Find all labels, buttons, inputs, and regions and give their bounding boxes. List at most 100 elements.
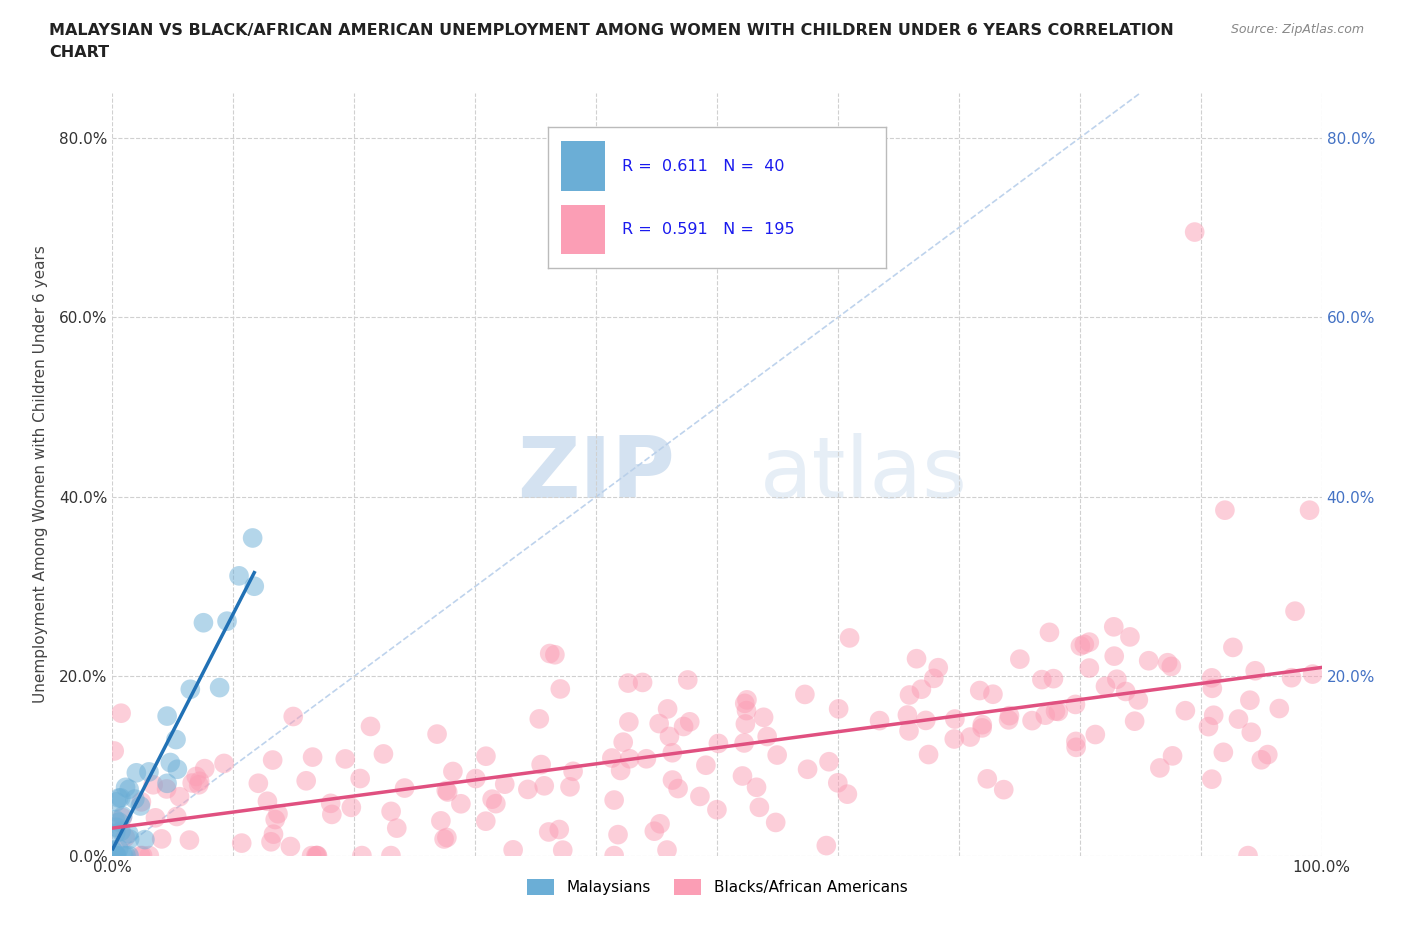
Point	[105, 848, 128, 863]
Text: Source: ZipAtlas.com: Source: ZipAtlas.com	[1230, 23, 1364, 36]
Point	[1284, 604, 1306, 618]
Y-axis label: Unemployment Among Women with Children Under 6 years: Unemployment Among Women with Children U…	[32, 246, 48, 703]
Point	[494, 777, 516, 791]
Point	[159, 755, 181, 770]
Point	[156, 709, 179, 724]
Point	[1064, 740, 1087, 755]
Point	[976, 771, 998, 786]
Point	[340, 800, 363, 815]
Point	[301, 750, 323, 764]
Point	[1094, 679, 1116, 694]
Point	[283, 709, 305, 724]
Point	[380, 848, 402, 863]
Point	[295, 774, 318, 789]
Point	[502, 843, 524, 857]
Point	[145, 810, 167, 825]
Text: atlas: atlas	[759, 432, 967, 516]
Point	[1227, 711, 1250, 726]
Point	[107, 842, 129, 857]
Point	[731, 768, 754, 783]
Point	[108, 815, 131, 830]
Point	[1244, 663, 1267, 678]
Point	[434, 783, 457, 798]
Point	[959, 730, 981, 745]
Point	[631, 675, 654, 690]
Point	[215, 614, 238, 629]
Point	[166, 809, 188, 824]
Point	[256, 794, 278, 809]
Point	[134, 832, 156, 847]
Point	[1021, 713, 1043, 728]
Point	[756, 729, 779, 744]
Point	[972, 717, 994, 732]
Point	[263, 827, 285, 842]
Point	[188, 774, 211, 789]
Point	[1161, 749, 1184, 764]
Point	[321, 807, 343, 822]
Point	[530, 757, 553, 772]
Point	[208, 680, 231, 695]
Point	[118, 848, 141, 863]
Point	[441, 764, 464, 779]
Point	[607, 827, 630, 842]
Point	[617, 714, 640, 729]
Point	[105, 820, 128, 835]
Point	[373, 747, 395, 762]
Point	[187, 777, 209, 792]
Point	[1038, 625, 1060, 640]
Point	[305, 848, 328, 863]
Point	[1033, 708, 1056, 723]
Point	[118, 782, 141, 797]
Point	[550, 682, 572, 697]
Point	[796, 762, 818, 777]
Point	[193, 616, 215, 631]
Point	[735, 693, 758, 708]
Point	[242, 530, 264, 545]
Point	[838, 631, 860, 645]
Point	[138, 764, 160, 779]
Point	[150, 831, 173, 846]
Point	[969, 684, 991, 698]
Point	[1240, 724, 1263, 739]
Point	[666, 781, 689, 796]
Point	[922, 671, 945, 685]
Point	[603, 848, 626, 863]
Point	[103, 848, 125, 863]
Point	[1250, 752, 1272, 767]
Point	[156, 776, 179, 790]
Point	[1008, 652, 1031, 667]
Point	[436, 785, 458, 800]
Point	[169, 790, 191, 804]
Point	[1198, 719, 1220, 734]
Point	[485, 796, 508, 811]
Point	[1201, 681, 1223, 696]
Point	[124, 791, 146, 806]
Point	[179, 682, 201, 697]
Point	[997, 712, 1019, 727]
Point	[179, 832, 201, 847]
Point	[350, 848, 373, 863]
Point	[118, 831, 141, 846]
Point	[676, 672, 699, 687]
Point	[748, 800, 770, 815]
Point	[1102, 649, 1125, 664]
Point	[869, 713, 891, 728]
Point	[661, 745, 683, 760]
Point	[998, 709, 1021, 724]
Point	[380, 804, 402, 818]
Point	[745, 780, 768, 795]
Point	[112, 848, 135, 863]
Point	[111, 810, 134, 825]
Point	[765, 815, 787, 830]
Point	[103, 744, 125, 759]
Point	[104, 812, 127, 827]
Point	[1268, 701, 1291, 716]
Point	[107, 790, 129, 805]
Point	[1128, 693, 1150, 708]
Point	[186, 769, 208, 784]
Point	[1102, 619, 1125, 634]
Point	[118, 826, 141, 841]
Point	[648, 716, 671, 731]
Point	[231, 836, 253, 851]
Point	[1302, 667, 1324, 682]
